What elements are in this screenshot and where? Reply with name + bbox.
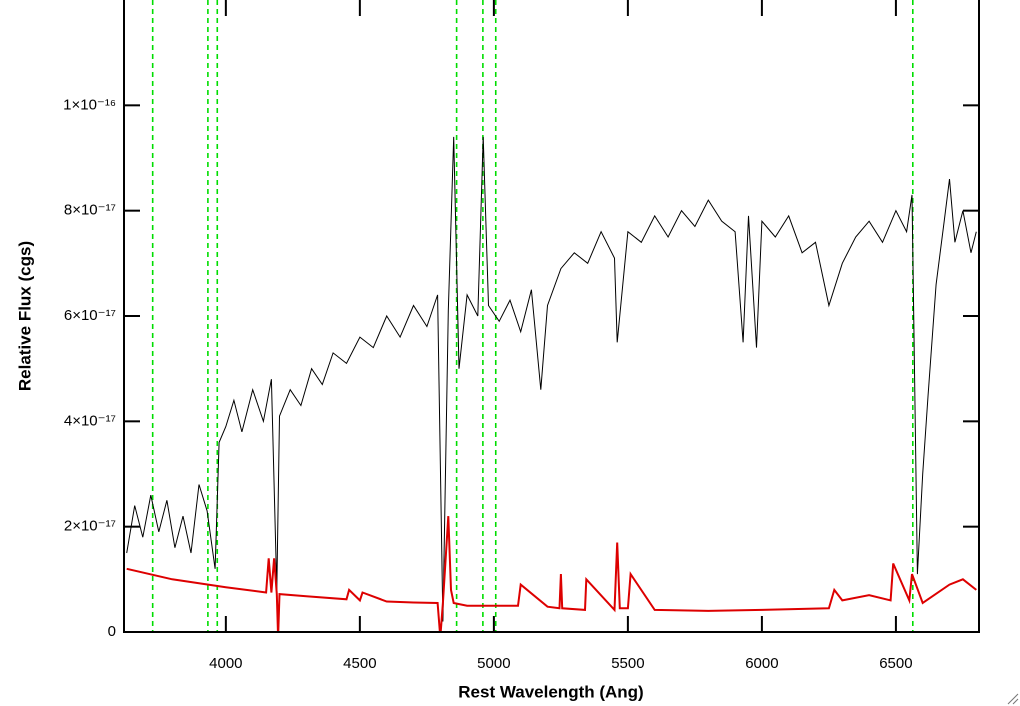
spectrum-line xyxy=(126,136,977,622)
x-tick-label: 4000 xyxy=(209,655,242,672)
x-tick-label: 5000 xyxy=(477,655,510,672)
plot-area xyxy=(126,0,977,632)
spectrum-line xyxy=(126,516,977,632)
y-tick-label: 4×10⁻¹⁷ xyxy=(64,412,116,429)
x-tick-label: 4500 xyxy=(343,655,376,672)
x-tick-label: 6500 xyxy=(879,655,912,672)
y-tick-label: 1×10⁻¹⁶ xyxy=(63,96,116,113)
y-tick-label: 8×10⁻¹⁷ xyxy=(64,202,116,219)
x-tick-label: 5500 xyxy=(611,655,644,672)
y-tick-label: 6×10⁻¹⁷ xyxy=(64,307,116,324)
y-tick-label: 2×10⁻¹⁷ xyxy=(64,518,116,535)
x-axis-title: Rest Wavelength (Ang) xyxy=(458,682,643,701)
frame xyxy=(123,0,980,633)
resize-grip xyxy=(1007,693,1019,705)
resize-grip xyxy=(1012,698,1019,705)
y-axis-title: Relative Flux (cgs) xyxy=(15,241,34,391)
y-tick-label: 0 xyxy=(108,623,116,640)
x-tick-label: 6000 xyxy=(745,655,778,672)
